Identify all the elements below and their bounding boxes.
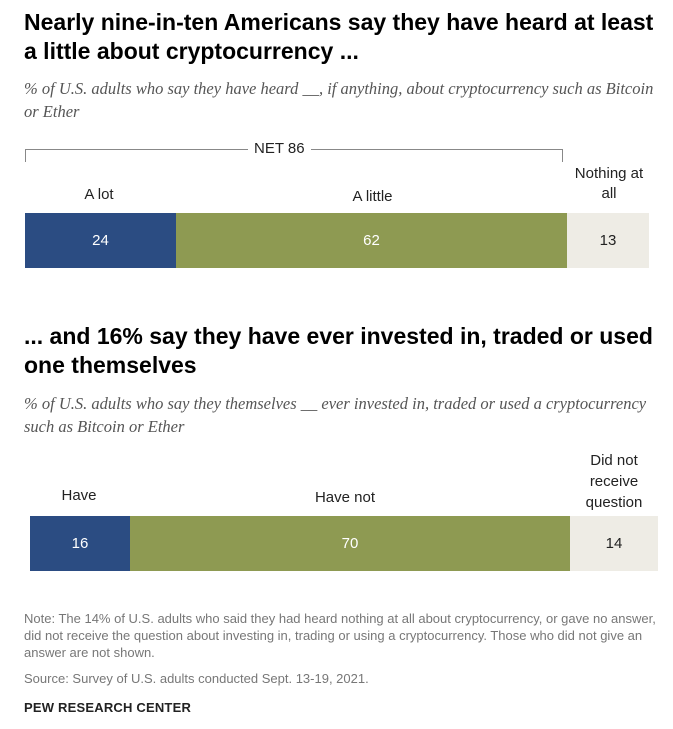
chart1-title: Nearly nine-in-ten Americans say they ha… [24,9,654,64]
chart2-data-label-2: 14 [605,535,623,552]
chart2-bar-segment-1 [130,516,570,571]
chart2-bar-row: 16 70 14 [30,516,658,571]
chart2-title: ... and 16% say they have ever invested … [24,323,653,378]
chart1-category-label-1: A little [352,188,393,205]
chart1-bar-row: 24 62 13 [25,213,649,268]
chart1-category-label-2: Nothing at all [574,165,644,202]
chart1-data-label-2: 13 [599,232,617,249]
chart1-data-label-1: 62 [363,232,380,249]
chart2-data-label-0: 16 [71,535,89,552]
chart2-data-label-1: 70 [341,535,359,552]
chart1-category-label-0: A lot [84,186,114,203]
chart1-data-label-0: 24 [92,232,109,249]
chart2-category-label-1: Have not [314,489,376,506]
chart2-category-label-0: Have [61,487,97,504]
chart1-bar-segment-0 [25,213,176,268]
chart2-bar-segment-2 [570,516,658,571]
chart1-subtitle: % of U.S. adults who say they have heard… [24,79,654,121]
footer-source: Source: Survey of U.S. adults conducted … [24,671,369,686]
footer-note: Note: The 14% of U.S. adults who said th… [24,611,656,660]
chart2-category-label-2: Did not receive question [585,452,643,511]
chart1-bar-segment-1 [176,213,567,268]
net-label: NET 86 [248,140,311,158]
chart2-bar-segment-0 [30,516,130,571]
footer-brand: PEW RESEARCH CENTER [24,700,192,715]
chart1-bar-segment-2 [567,213,649,268]
chart2-subtitle: % of U.S. adults who say they themselves… [24,394,647,436]
